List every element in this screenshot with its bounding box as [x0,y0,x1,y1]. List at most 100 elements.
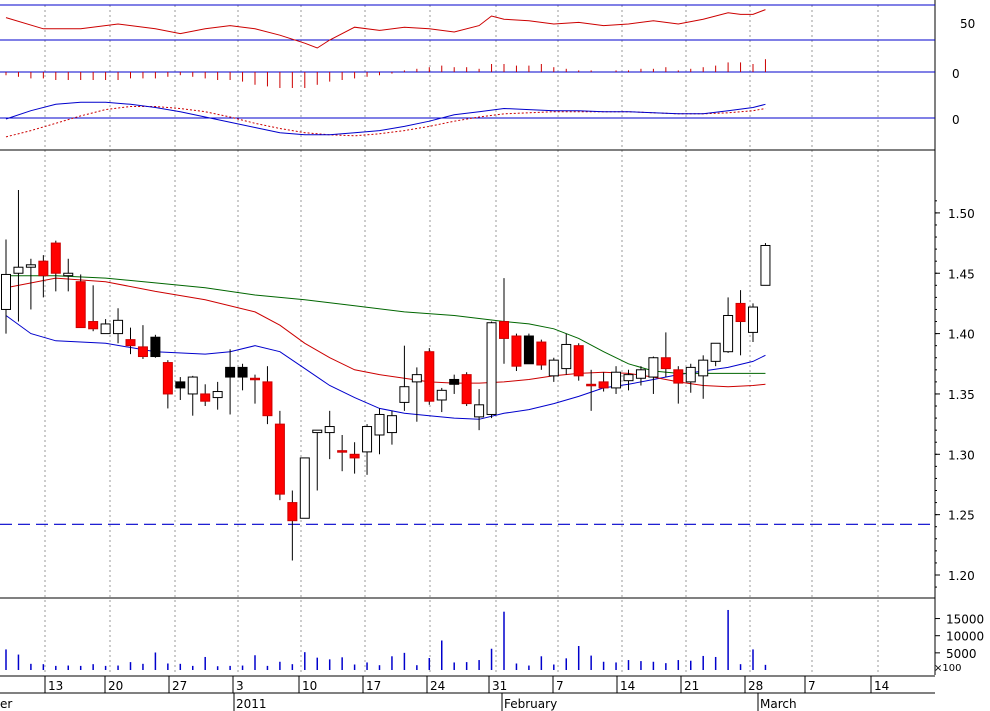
day-label: 3 [236,679,244,693]
candle-body [137,346,148,358]
candle-body [573,345,584,377]
day-label: 17 [366,679,381,693]
panel-frames [0,0,936,677]
candle-body [710,342,721,362]
candle-body [673,369,684,384]
candle-body [486,322,497,415]
candle-body [337,450,348,453]
price-tick-label: 1.30 [948,448,975,462]
candle-body [474,404,485,418]
candle-body [38,260,49,277]
rsi-panel [0,4,935,49]
candle-body [187,376,198,395]
candle-body [436,389,447,401]
macd-line [5,101,766,136]
candle-body [299,457,310,519]
day-label: 27 [172,679,187,693]
candle-body [735,302,746,323]
candle-body [63,272,74,277]
candle-body [349,453,360,459]
candle-body [386,415,397,434]
candle-body [685,366,696,383]
candle-body [536,341,547,366]
rsi-line [5,9,766,49]
candle-body [449,378,460,385]
candle-body [399,386,410,403]
candle-body [561,343,572,370]
candle-body [312,429,323,434]
volume-tick-label: 10000 [946,630,984,644]
macd-panel [0,101,935,138]
day-label: 10 [302,679,317,693]
candle-body [175,381,186,389]
month-label: March [760,697,797,711]
day-label: 7 [808,679,816,693]
month-label: February [504,697,557,711]
candle-body [511,335,522,367]
day-label: 21 [684,679,699,693]
volume-tick-label: 5000 [946,647,977,661]
macd-histogram-panel [0,59,935,88]
candle-body [623,374,634,382]
candle-body [760,244,771,286]
candle-body [75,281,86,329]
month-label: 2011 [236,697,267,711]
candle-body [50,242,61,274]
price-tick-label: 1.40 [948,328,975,342]
candle-body [424,351,435,402]
day-label: 14 [874,679,889,693]
lower-band-line [5,315,766,420]
candle-body [200,393,211,402]
candle-body [88,321,99,330]
candle-body [499,321,509,339]
candle-body [723,314,734,353]
price-tick-label: 1.20 [948,569,975,583]
candle-body [648,357,659,378]
day-label: 7 [556,679,564,693]
price-tick-label: 1.45 [948,267,975,281]
day-label: 13 [48,679,63,693]
candle-body [13,266,24,274]
candle-body [212,391,223,399]
candle-body [611,371,622,389]
candle-body [113,319,124,335]
candle-body [125,339,136,347]
candle-body [548,359,559,377]
price-tick-label: 1.25 [948,509,975,523]
day-label: 31 [492,679,507,693]
candle-body [1,273,11,310]
candle-body [374,413,385,436]
day-label: 28 [748,679,763,693]
volume-multiplier-label: ×100 [934,663,961,674]
price-tick-label: 1.35 [948,388,975,402]
volume-tick-label: 15000 [946,613,984,627]
candle-body [324,426,335,434]
candle-body [586,383,597,387]
candle-body [660,357,671,370]
candle-body [274,423,285,495]
candle-body [25,264,36,268]
day-label: 20 [108,679,123,693]
rsi-tick-label: 50 [960,17,975,31]
candle-body [523,335,534,365]
price-panel [0,189,940,588]
candle-body [100,323,111,335]
macd-tick-label: 0 [952,113,960,127]
price-tick-label: 1.50 [948,207,975,221]
candle-body [635,369,646,379]
candle-body [237,366,248,378]
candle-body [162,362,173,395]
month-label: er [0,697,12,711]
candle-body [150,336,161,358]
candle-body [461,374,472,405]
candle-body [225,366,236,378]
candle-body [362,426,373,453]
candle-body [262,381,273,417]
macd-signal-line [5,106,766,138]
candle-body [748,306,758,333]
axis-labels: 50001.201.251.301.351.401.451.5050001000… [0,17,984,711]
volume-panel [5,609,940,670]
candle-body [287,502,298,522]
candle-body [250,377,260,381]
